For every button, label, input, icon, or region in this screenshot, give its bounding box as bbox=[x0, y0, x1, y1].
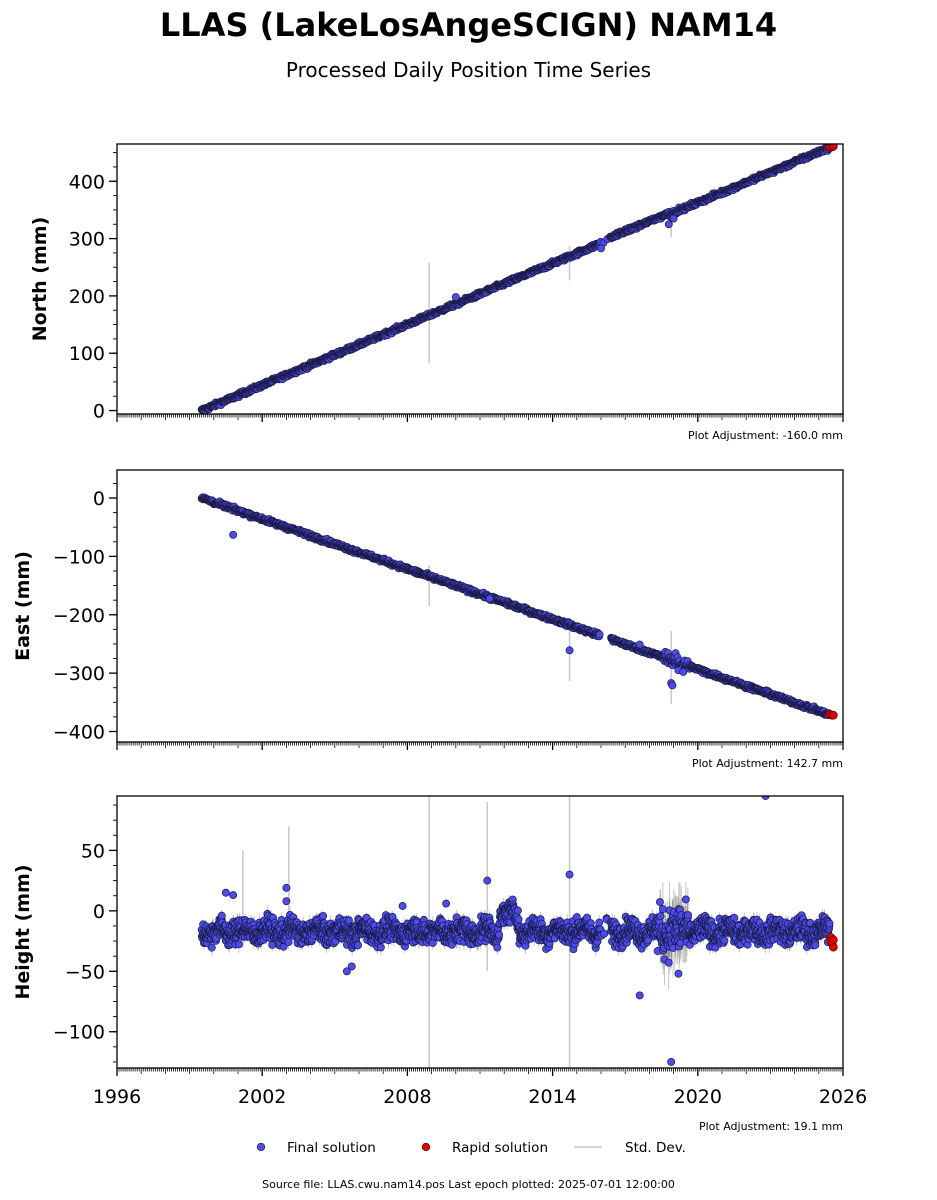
y-tick-label: −300 bbox=[53, 663, 105, 685]
final-points bbox=[197, 493, 834, 719]
panel-0: 0 100 200 300 400 North (mm) Plot Adjustment: … bbox=[29, 143, 844, 442]
y-tick-label: 0 bbox=[93, 488, 105, 510]
y-tick-label: 400 bbox=[69, 171, 105, 193]
y-axis-label: North (mm) bbox=[29, 217, 51, 342]
y-axis-label: East (mm) bbox=[12, 551, 34, 661]
final-point-outlier bbox=[565, 646, 574, 655]
y-tick-label: −200 bbox=[53, 605, 105, 627]
y-axis: 0 100 200 300 400 North (mm) bbox=[29, 152, 117, 423]
final-point-outlier bbox=[485, 594, 494, 603]
y-axis: 0 −100 −200 −300 −400 East (mm) bbox=[12, 482, 117, 743]
panel-0-data bbox=[197, 144, 838, 414]
rapid-point bbox=[828, 710, 838, 720]
y-tick-label: 300 bbox=[69, 229, 105, 251]
final-point-outlier bbox=[679, 668, 688, 676]
panel-2-data bbox=[197, 796, 838, 1068]
y-tick-label: −400 bbox=[53, 721, 105, 743]
y-tick-label: 200 bbox=[69, 286, 105, 308]
final-point-outlier bbox=[669, 214, 678, 223]
y-tick-label: 0 bbox=[93, 401, 105, 423]
chart-subtitle: Processed Daily Position Time Series bbox=[286, 58, 651, 82]
rapid-points bbox=[825, 144, 838, 152]
final-point-outlier bbox=[597, 244, 605, 253]
final-point-outlier bbox=[635, 640, 644, 649]
x-axis bbox=[116, 742, 844, 750]
final-point-outlier bbox=[229, 530, 238, 539]
chart-title: LLAS (LakeLosAngeSCIGN) NAM14 bbox=[160, 6, 777, 44]
x-axis bbox=[116, 414, 844, 422]
final-point-outlier bbox=[664, 220, 673, 229]
plot-adjustment: Plot Adjustment: -160.0 mm bbox=[688, 429, 843, 442]
final-point bbox=[595, 630, 604, 639]
plot-panels: 0 100 200 300 400 North (mm) Plot Adjustment: … bbox=[12, 143, 867, 1133]
panel-1: 0 −100 −200 −300 −400 East (mm) Plot Adjustmen… bbox=[12, 469, 844, 770]
panel-1-data bbox=[197, 493, 838, 720]
y-tick-label: 100 bbox=[69, 343, 105, 365]
final-point-outlier bbox=[451, 293, 460, 302]
final-points bbox=[197, 144, 834, 414]
plot-adjustment: Plot Adjustment: 142.7 mm bbox=[692, 757, 843, 770]
rapid-point bbox=[828, 144, 838, 151]
rapid-points bbox=[825, 710, 838, 720]
y-tick-label: −100 bbox=[53, 546, 105, 568]
final-point-outlier bbox=[668, 681, 677, 690]
